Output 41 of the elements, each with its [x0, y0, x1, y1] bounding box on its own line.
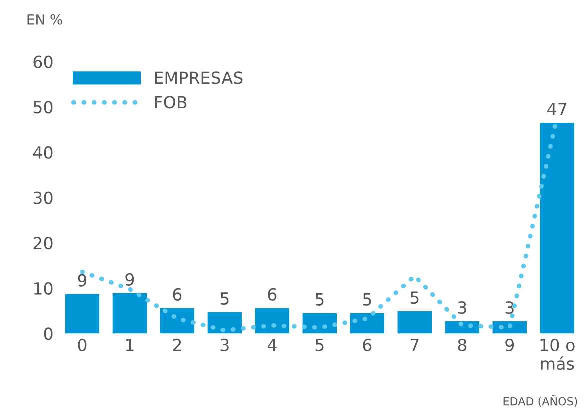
- x-tick-label: 4: [268, 339, 277, 352]
- x-tick-label: 7: [410, 339, 419, 352]
- data-label: 5: [316, 294, 324, 306]
- x-tick-label: 9: [506, 338, 514, 352]
- data-label: 5: [410, 292, 419, 304]
- bar: [65, 294, 100, 334]
- bar: [208, 312, 242, 334]
- data-label: 47: [548, 103, 567, 116]
- data-label: 9: [78, 274, 87, 287]
- x-tick-label: 10 o más: [540, 338, 575, 370]
- data-label: 5: [220, 292, 229, 306]
- data-label: 5: [363, 294, 372, 306]
- y-tick-label: 40: [33, 146, 53, 160]
- x-axis-title: EDAD (AÑOS): [504, 395, 578, 408]
- y-tick-label: 60: [34, 56, 53, 68]
- bar: [255, 308, 290, 334]
- y-tick-label: 50: [34, 101, 53, 114]
- bar: [398, 312, 432, 334]
- y-tick-label: 0: [44, 328, 53, 340]
- x-tick-label: 6: [363, 338, 372, 352]
- data-label: 3: [458, 301, 466, 314]
- bar: [350, 313, 385, 334]
- data-label: 6: [173, 288, 182, 301]
- y-tick-label: 20: [34, 237, 53, 250]
- bar: [540, 122, 574, 334]
- data-label: 6: [268, 288, 277, 301]
- legend-label: FOB: [155, 96, 187, 109]
- y-axis-title: EN %: [28, 14, 62, 25]
- x-tick-label: 0: [78, 338, 87, 352]
- x-tick-label: 5: [316, 339, 324, 352]
- x-tick-label: 2: [173, 338, 182, 352]
- data-label: 3: [506, 301, 514, 314]
- bar: [112, 293, 148, 334]
- x-tick-label: 3: [220, 338, 229, 352]
- x-tick-label: 8: [458, 338, 467, 352]
- data-label: 9: [126, 273, 134, 286]
- bar: [160, 308, 195, 334]
- y-tick-label: 10: [34, 282, 53, 295]
- legend-label: EMPRESAS: [155, 72, 243, 84]
- x-tick-label: 1: [126, 339, 134, 352]
- y-tick-label: 30: [34, 192, 53, 204]
